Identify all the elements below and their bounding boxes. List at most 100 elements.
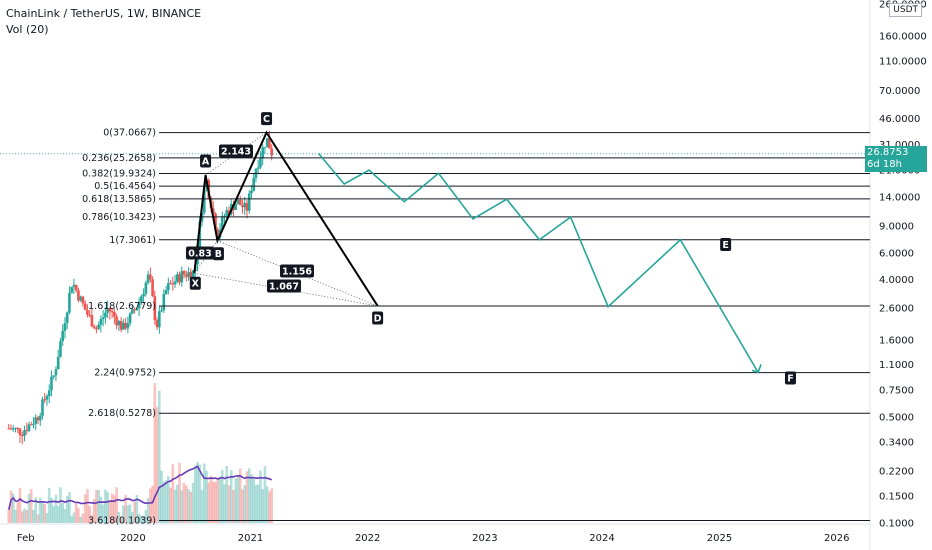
candle-body [74,284,78,291]
candle-body [234,204,238,210]
volume-bar [173,489,177,523]
volume-bar [140,516,143,523]
candle-body [83,303,87,311]
volume-bar [216,479,220,523]
volume-bar [268,491,271,523]
candle-body [95,328,98,330]
candle-body [16,428,20,430]
volume-bar [115,487,118,523]
candle-body [265,138,269,148]
candle-body [126,323,130,329]
volume-bar [74,502,78,523]
y-tick-label: 2.6000 [879,303,914,314]
bar-countdown-label: 6d 18h [865,158,927,172]
volume-bar [187,489,190,523]
volume-ma-line [8,465,273,510]
candle-body [18,428,22,435]
y-tick-label: 6.0000 [879,248,914,259]
volume-indicator-label[interactable]: Vol (20) [6,23,49,36]
candle-body [191,270,195,279]
chart-title: ChainLink / TetherUS, 1W, BINANCE [6,7,202,20]
volume-bar [131,512,134,523]
volume-bar [32,509,35,523]
candle-body [247,193,251,211]
candle-body [151,279,154,297]
candle-body [153,296,157,321]
volume-bar [11,493,15,523]
candle-body [25,430,29,432]
volume-bar [254,484,258,523]
volume-bar [256,484,260,523]
candle-body [146,274,150,283]
candle-body [9,428,13,430]
candle-body [45,396,49,400]
candle-body [142,293,145,297]
candle-body [184,274,188,277]
pattern-point-label-bg [200,154,212,168]
volume-bar [113,495,116,523]
candle-body [128,313,132,324]
volume-bar [178,462,181,523]
candle-body [86,310,89,315]
candle-body [236,199,240,205]
currency-badge[interactable]: USDT [889,3,922,17]
volume-bar [241,489,244,523]
x-tick-label: 2024 [589,533,614,544]
y-tick-label: 0.2200 [879,466,914,477]
volume-bar [36,514,40,523]
volume-bar [209,476,213,523]
volume-bar [34,497,38,523]
candle-body [245,202,249,211]
volume-bar [137,513,141,523]
candle-body [81,296,85,304]
volume-bar [149,488,152,523]
volume-bar [164,480,168,523]
candle-body [90,315,94,327]
x-tick-label: 2023 [472,533,497,544]
volume-bar [223,484,226,523]
volume-bar [227,485,231,523]
volume-bar [146,498,150,523]
volume-bar [198,464,202,523]
volume-bar [207,482,211,523]
volume-bar [189,491,193,523]
candle-body [164,290,168,294]
volume-bar [16,502,20,523]
volume-bar [95,489,98,523]
volume-bar [252,478,256,523]
volume-bar [155,407,159,523]
volume-bar [162,481,166,523]
volume-bar [47,487,51,523]
y-tick-label: 31.0000 [879,140,920,151]
candle-body [72,284,76,287]
candle-body [171,283,175,285]
candle-body [135,308,139,311]
volume-bar [18,487,22,523]
candle-body [223,215,226,217]
volume-bar [171,464,175,523]
volume-bar [41,502,44,523]
volume-bar [70,516,73,523]
ratio-line [205,132,267,176]
candle-body [270,148,273,156]
candle-body [225,210,229,216]
volume-bar [117,511,121,523]
volume-bar [126,505,130,523]
candle-body [241,205,244,208]
volume-bar [234,478,238,523]
ratio-label: 0.83 [188,249,211,260]
volume-bar [119,516,123,523]
candle-body [250,190,253,194]
candle-body [243,202,247,208]
volume-bar [245,471,249,523]
candle-body [162,293,166,311]
candle-body [63,323,67,331]
volume-bar [142,516,145,523]
candle-body [155,320,159,328]
volume-bar [83,494,87,523]
volume-bar [25,510,29,523]
candle-body [259,158,262,168]
candle-body [20,434,24,436]
candle-body [43,399,47,401]
